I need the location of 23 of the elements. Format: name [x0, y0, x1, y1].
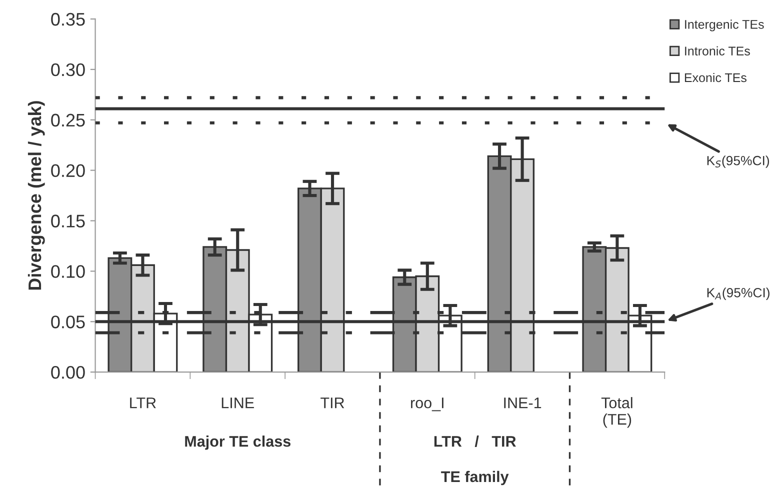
y-tick-label: 0.05 [51, 316, 85, 328]
y-tick-label: 0.35 [51, 12, 85, 26]
legend-label: Intronic TEs [685, 46, 750, 56]
y-tick-label: 0.00 [51, 366, 85, 379]
x-tick-label: Total (TE) [601, 397, 632, 428]
x-tick-label: TIR [320, 398, 344, 408]
text: TE family [441, 470, 509, 486]
y-tick-label: 0.25 [51, 114, 85, 127]
x-tick-label: LINE [222, 398, 254, 408]
text: LTR / TIR [434, 436, 516, 447]
y-tick-label: 0.10 [51, 265, 85, 278]
y-tick-label: 0.15 [51, 214, 85, 228]
legend-label: Exonic TEs [684, 72, 746, 82]
text: K$_{S}$(95%CI) [707, 156, 770, 168]
text: K$_{A}$(95%CI) [707, 288, 770, 300]
y-tick-label: 0.30 [51, 63, 85, 76]
x-tick-label: LTR [130, 398, 156, 408]
legend-label: Intergenic TEs [685, 20, 764, 32]
text: Major TE class [185, 436, 290, 450]
y-tick-label: 0.20 [51, 164, 85, 178]
x-tick-label: INE-1 [504, 398, 542, 408]
x-tick-label: roo_I [411, 398, 444, 412]
y-axis-title: Divergence (mel / yak) [28, 101, 45, 290]
